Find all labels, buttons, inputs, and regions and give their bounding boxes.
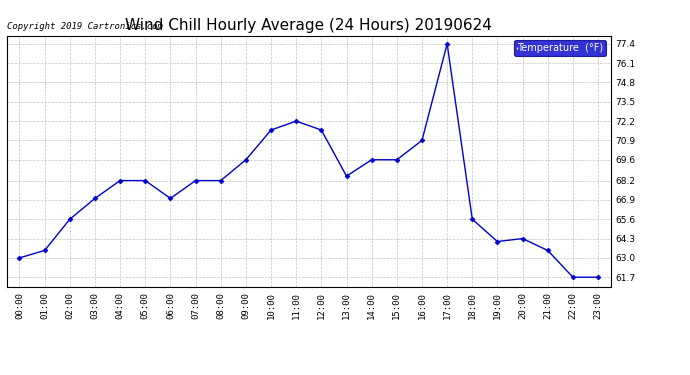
Text: Copyright 2019 Cartronics.com: Copyright 2019 Cartronics.com xyxy=(7,22,163,31)
Legend: Temperature  (°F): Temperature (°F) xyxy=(514,40,606,56)
Title: Wind Chill Hourly Average (24 Hours) 20190624: Wind Chill Hourly Average (24 Hours) 201… xyxy=(126,18,492,33)
